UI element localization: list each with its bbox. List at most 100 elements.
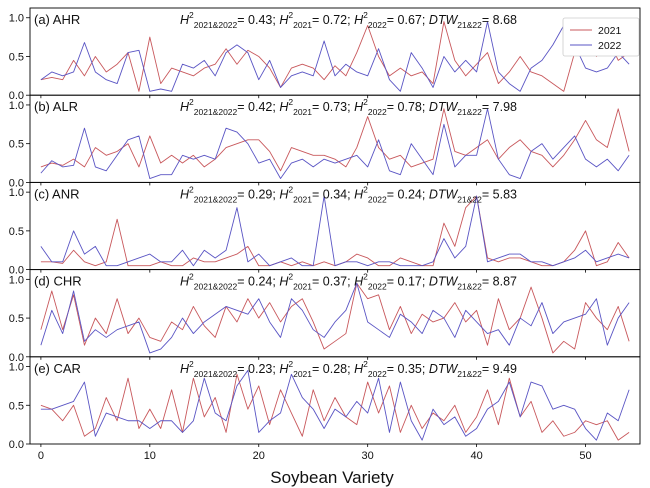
h2-symbol: H — [180, 362, 190, 376]
h2-2021-value: = 0.73; — [312, 100, 354, 114]
h2-symbol: H — [354, 275, 364, 289]
superscript: 2 — [189, 272, 194, 282]
h2-both-value: = 0.43; — [237, 13, 279, 27]
h2-symbol: H — [279, 13, 289, 27]
panel-4: 0.00.51.0 (d) CHR H22021&2022= 0.24; H2202… — [9, 269, 641, 364]
superscript: 2 — [189, 97, 194, 107]
superscript: 2 — [363, 10, 368, 20]
h2-2021-value: = 0.37; — [312, 275, 354, 289]
superscript: 2 — [288, 97, 293, 107]
subscript: 2021 — [293, 282, 312, 292]
subscript: 2022 — [368, 369, 387, 379]
y-tick-label: 0.0 — [9, 352, 24, 364]
series-line-2022 — [40, 282, 630, 354]
h2-both-value: = 0.42; — [237, 100, 279, 114]
subscript: 2021 — [293, 369, 312, 379]
h2-symbol: H — [354, 13, 364, 27]
y-tick-label: 0.5 — [9, 51, 24, 63]
legend: 2021 2022 — [562, 17, 640, 57]
panel-2: 0.00.51.0 (b) ALR H22021&2022= 0.42; H2202… — [9, 94, 641, 189]
h2-2022-value: = 0.78; — [387, 100, 429, 114]
dtw-value: = 5.83 — [482, 187, 517, 201]
series-line-2021 — [40, 282, 630, 354]
panel-stats: H22021&2022= 0.43; H22021= 0.72; H22022=… — [180, 10, 517, 30]
y-tick-label: 0.5 — [9, 226, 24, 238]
h2-symbol: H — [180, 13, 190, 27]
h2-both-value: = 0.23; — [237, 362, 279, 376]
h2-symbol: H — [180, 187, 190, 201]
y-tick-label: 0.0 — [9, 265, 24, 277]
h2-symbol: H — [279, 100, 289, 114]
panel-label: (e) CAR — [34, 361, 81, 376]
subscript: 2021&2022 — [194, 282, 238, 292]
panel-stats: H22021&2022= 0.42; H22021= 0.73; H22022=… — [180, 97, 517, 117]
h2-symbol: H — [279, 187, 289, 201]
y-tick-label: 0.0 — [9, 177, 24, 189]
superscript: 2 — [189, 184, 194, 194]
h2-symbol: H — [180, 275, 190, 289]
panel-stats: H22021&2022= 0.29; H22021= 0.34; H22022=… — [180, 184, 517, 204]
series-line-2021 — [40, 373, 630, 441]
h2-symbol: H — [354, 187, 364, 201]
dtw-symbol: DTW — [429, 187, 459, 201]
dtw-symbol: DTW — [429, 100, 459, 114]
superscript: 2 — [363, 359, 368, 369]
h2-symbol: H — [354, 362, 364, 376]
superscript: 2 — [288, 272, 293, 282]
subscript: 2021&2022 — [194, 194, 238, 204]
y-tick-label: 0.0 — [9, 90, 24, 102]
dtw-symbol: DTW — [429, 362, 459, 376]
panel-label: (c) ANR — [34, 186, 80, 201]
dtw-value: = 8.87 — [482, 275, 517, 289]
series-line-2021 — [40, 195, 630, 267]
h2-2021-value: = 0.72; — [312, 13, 354, 27]
series-line-2022 — [40, 21, 630, 92]
superscript: 2 — [288, 359, 293, 369]
subscript: 2022 — [368, 107, 387, 117]
subscript: 21&22 — [457, 369, 482, 379]
x-tick-label: 50 — [579, 450, 591, 462]
h2-symbol: H — [279, 362, 289, 376]
subscript: 21&22 — [457, 194, 482, 204]
h2-symbol: H — [279, 275, 289, 289]
x-tick-label: 40 — [470, 450, 482, 462]
legend-label-2022: 2022 — [598, 40, 622, 52]
subscript: 2021&2022 — [194, 369, 238, 379]
x-axis-label: Soybean Variety — [270, 468, 394, 487]
legend-frame — [562, 17, 640, 57]
h2-2022-value: = 0.67; — [387, 13, 429, 27]
series-line-2022 — [40, 108, 630, 179]
x-tick-label: 0 — [38, 450, 44, 462]
panel-5: 0.00.51.00 10 20 30 40 50(e) CAR H22021&2022= … — [9, 356, 641, 462]
superscript: 2 — [189, 10, 194, 20]
h2-both-value: = 0.24; — [237, 275, 279, 289]
legend-label-2021: 2021 — [598, 25, 622, 37]
dtw-symbol: DTW — [429, 275, 459, 289]
series-line-2021 — [40, 21, 630, 92]
h2-2022-value: = 0.24; — [387, 187, 429, 201]
y-tick-label: 1.0 — [9, 100, 24, 112]
panel-stats: H22021&2022= 0.24; H22021= 0.37; H22022=… — [180, 272, 517, 292]
h2-2022-value: = 0.17; — [387, 275, 429, 289]
panel-label: (b) ALR — [34, 99, 78, 114]
y-tick-label: 0.5 — [9, 313, 24, 325]
subscript: 2021&2022 — [194, 20, 238, 30]
y-tick-label: 0.5 — [9, 400, 24, 412]
h2-symbol: H — [354, 100, 364, 114]
subscript: 2021 — [293, 194, 312, 204]
subscript: 2021 — [293, 20, 312, 30]
x-tick-label: 10 — [144, 450, 156, 462]
h2-2021-value: = 0.34; — [312, 187, 354, 201]
y-tick-label: 1.0 — [9, 187, 24, 199]
y-tick-label: 1.0 — [9, 13, 24, 25]
superscript: 2 — [363, 272, 368, 282]
panel-3: 0.00.51.0 (c) ANR H22021&2022= 0.29; H2202… — [9, 181, 641, 277]
x-tick-label: 30 — [362, 450, 374, 462]
dtw-value: = 9.49 — [482, 362, 517, 376]
y-tick-label: 1.0 — [9, 274, 24, 286]
dtw-value: = 8.68 — [482, 13, 517, 27]
superscript: 2 — [288, 184, 293, 194]
series-line-2022 — [40, 195, 630, 267]
panel-1: 0.00.51.0 (a) AHR H22021&2022= 0.43; H2202… — [9, 7, 641, 102]
